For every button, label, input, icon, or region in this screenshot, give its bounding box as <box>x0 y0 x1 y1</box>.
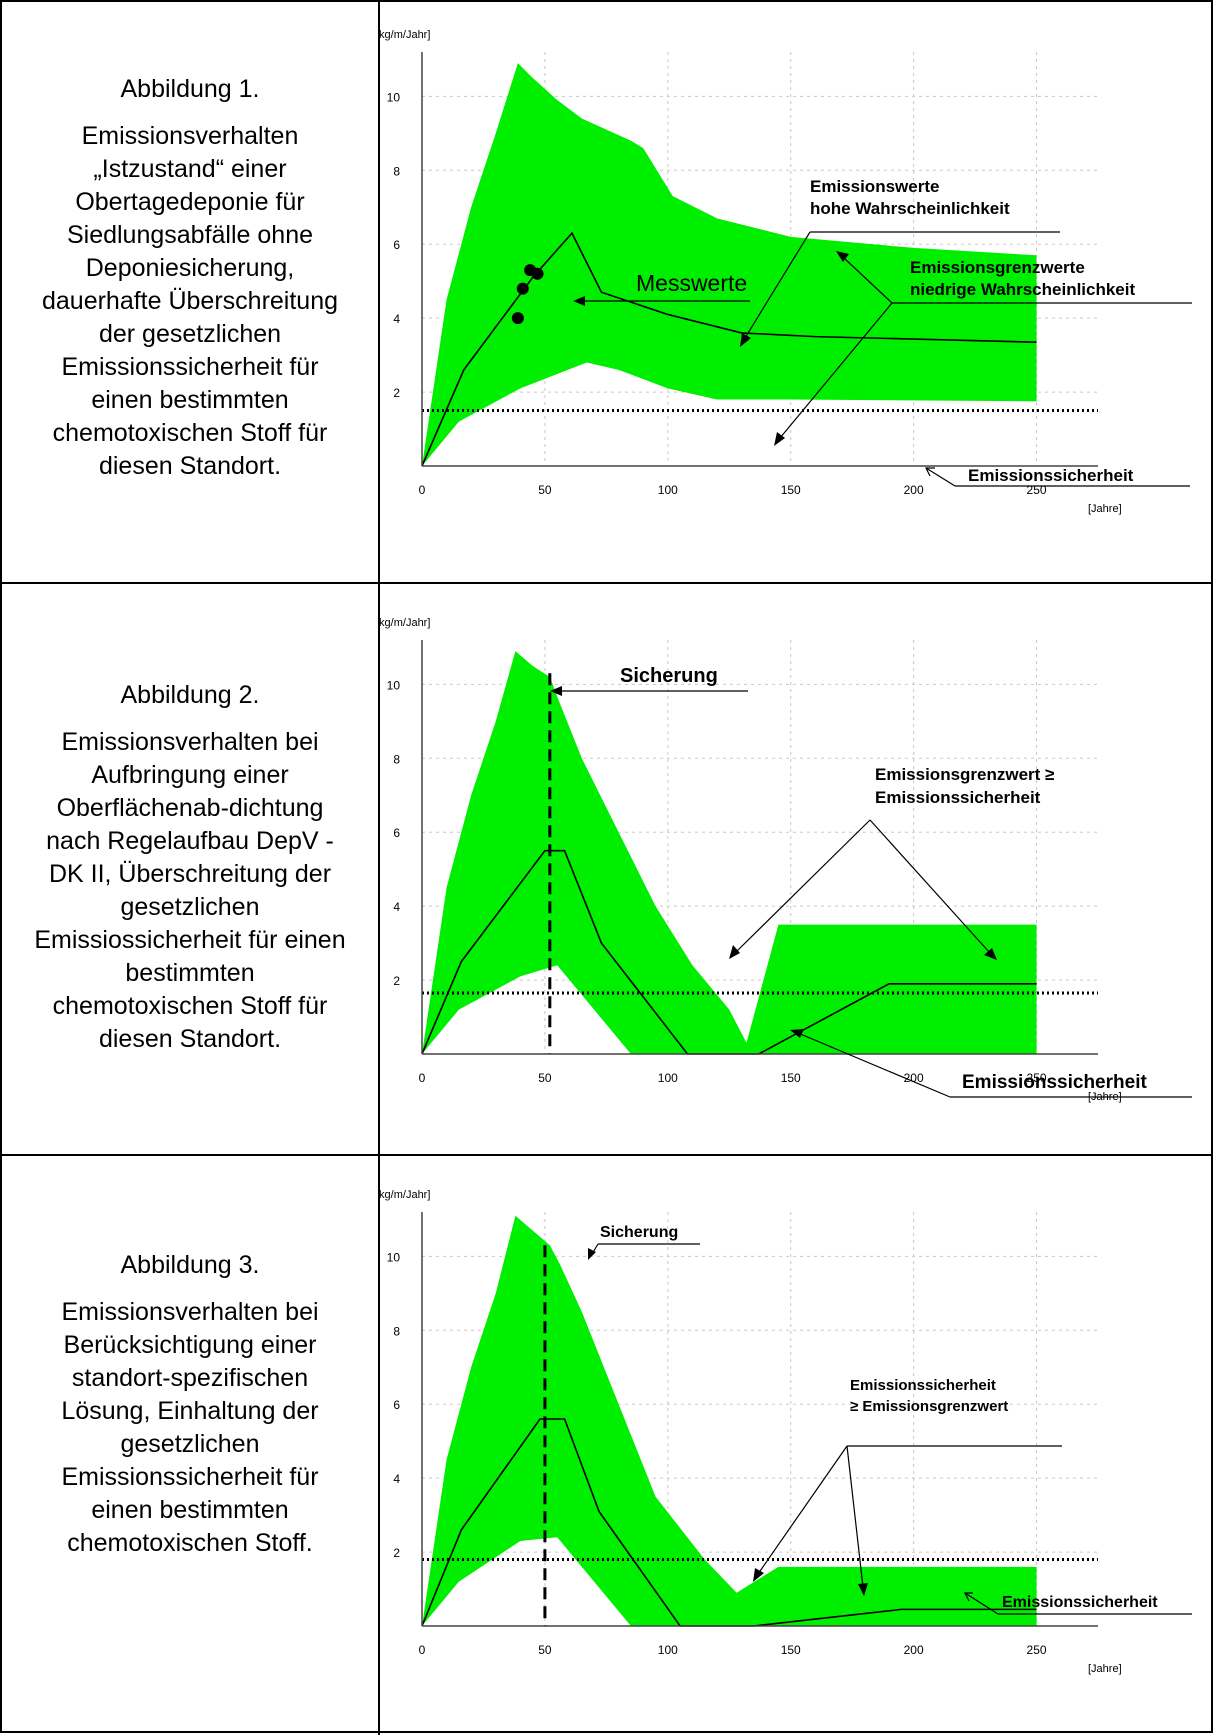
sicherheit-label-3: Emissionssicherheit <box>1002 1594 1158 1611</box>
x-tick-label: 0 <box>419 1071 426 1085</box>
row-divider-2 <box>0 1154 1213 1156</box>
y-tick-label: 6 <box>393 826 400 840</box>
y-axis-label: [kg/m/Jahr] <box>380 617 430 629</box>
sicherheit-label-1: Emissionssicherheit <box>968 466 1134 485</box>
y-tick-label: 4 <box>393 1472 400 1486</box>
emission-band <box>422 1215 1037 1626</box>
measured-point <box>511 312 524 325</box>
caption-1: Abbildung 1. Emissionsverhalten „Istzust… <box>2 72 378 483</box>
x-tick-label: 150 <box>781 1643 801 1657</box>
grenzwerte-label-2: niedrige Wahrscheinlichkeit <box>910 280 1135 299</box>
y-tick-label: 8 <box>393 752 400 766</box>
emissionswerte-label-1: Emissionswerte <box>810 177 939 196</box>
x-tick-label: 0 <box>419 1643 426 1657</box>
y-tick-label: 4 <box>393 900 400 914</box>
x-tick-label: 200 <box>904 1643 924 1657</box>
sicherheit-annotation-1: Emissionssicherheit <box>925 466 1190 487</box>
y-tick-label: 4 <box>393 312 400 326</box>
figure-label-1: Abbildung 1. <box>120 75 260 103</box>
y-tick-label: 2 <box>393 1546 400 1560</box>
y-tick-label: 6 <box>393 238 400 252</box>
messwerte-annotation: Messwerte <box>573 267 750 306</box>
figure-caption-3: Emissionsverhalten bei Berücksichtigung … <box>61 1298 319 1557</box>
y-tick-label: 10 <box>387 678 401 692</box>
x-tick-label: 0 <box>419 483 426 497</box>
column-divider <box>378 0 380 1735</box>
sicherheit-gz-label-1: Emissionssicherheit <box>850 1377 996 1394</box>
figure-label-3: Abbildung 3. <box>120 1251 260 1279</box>
x-tick-label: 50 <box>538 1071 552 1085</box>
sicherung-label-2: Sicherung <box>620 665 718 687</box>
x-tick-label: 50 <box>538 483 552 497</box>
y-axis-label: [kg/m/Jahr] <box>380 1189 430 1201</box>
y-axis-label: [kg/m/Jahr] <box>380 29 430 41</box>
emission-band <box>422 63 1037 466</box>
x-axis-label: [Jahre] <box>1088 1663 1122 1675</box>
figure-caption-1: Emissionsverhalten „Istzustand“ einer Ob… <box>41 122 339 480</box>
messwerte-label: Messwerte <box>636 270 747 296</box>
x-tick-label: 100 <box>658 1071 678 1085</box>
expected-emission-line <box>421 849 1037 1055</box>
x-tick-label: 200 <box>904 1071 924 1085</box>
sicherheit-gz-annotation-3: Emissionssicherheit ≥ Emissionsgrenzwert <box>753 1377 1062 1596</box>
caption-2: Abbildung 2. Emissionsverhalten bei Aufb… <box>2 678 378 1056</box>
sicherung-annotation-3: Sicherung <box>588 1224 700 1260</box>
row-divider-1 <box>0 582 1213 584</box>
grenzwerte-annotation: Emissionsgrenzwerte niedrige Wahrscheinl… <box>774 251 1192 446</box>
x-tick-label: 50 <box>538 1643 552 1657</box>
grenzwert-annotation-2: Emissionsgrenzwert ≥ Emissionssicherheit <box>729 765 1054 960</box>
x-tick-label: 100 <box>658 483 678 497</box>
y-tick-label: 2 <box>393 386 400 400</box>
y-tick-label: 8 <box>393 1324 400 1338</box>
y-tick-label: 6 <box>393 1398 400 1412</box>
y-tick-label: 2 <box>393 974 400 988</box>
expected-emission-line <box>421 1418 1037 1627</box>
y-tick-label: 10 <box>387 1250 401 1264</box>
emission-band <box>422 651 1037 1054</box>
sicherheit-annotation-3: Emissionssicherheit <box>964 1592 1192 1615</box>
grenzwert-label-1: Emissionsgrenzwert ≥ <box>875 765 1054 784</box>
y-tick-label: 10 <box>387 90 401 104</box>
expected-emission-line <box>421 231 1037 467</box>
x-tick-label: 250 <box>1027 483 1047 497</box>
x-axis-label: [Jahre] <box>1088 503 1122 515</box>
emissionswerte-label-2: hohe Wahrscheinlichkeit <box>810 199 1010 218</box>
sicherheit-gz-label-2: ≥ Emissionsgrenzwert <box>850 1398 1008 1415</box>
x-tick-label: 250 <box>1027 1643 1047 1657</box>
sicherung-annotation-2: Sicherung <box>550 665 748 696</box>
sicherung-label-3: Sicherung <box>600 1224 678 1241</box>
x-tick-label: 250 <box>1027 1071 1047 1085</box>
grenzwert-label-2: Emissionssicherheit <box>875 788 1041 807</box>
sicherheit-label-2: Emissionssicherheit <box>962 1072 1147 1093</box>
emissionswerte-annotation: Emissionswerte hohe Wahrscheinlichkeit <box>740 177 1060 347</box>
y-tick-label: 8 <box>393 164 400 178</box>
x-tick-label: 150 <box>781 483 801 497</box>
sicherheit-annotation-2: Emissionssicherheit <box>790 1029 1192 1098</box>
measured-point <box>516 282 529 295</box>
x-tick-label: 150 <box>781 1071 801 1085</box>
figure-caption-2: Emissionsverhalten bei Aufbringung einer… <box>34 728 346 1053</box>
x-tick-label: 100 <box>658 1643 678 1657</box>
measured-point <box>531 267 544 280</box>
x-tick-label: 200 <box>904 483 924 497</box>
grenzwerte-label-1: Emissionsgrenzwerte <box>910 258 1085 277</box>
figure-label-2: Abbildung 2. <box>120 681 260 709</box>
caption-3: Abbildung 3. Emissionsverhalten bei Berü… <box>2 1248 378 1560</box>
